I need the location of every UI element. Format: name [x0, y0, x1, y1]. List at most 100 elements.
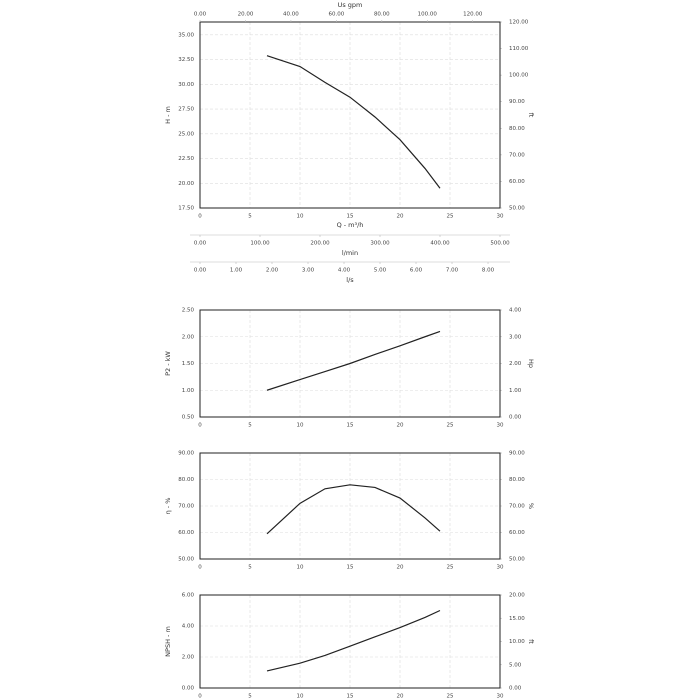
x-tick-label: 5 [248, 423, 252, 429]
x-tick-label: 30 [497, 565, 504, 571]
x-tick-label: 0 [198, 694, 202, 700]
y2-tick-label: 0.00 [509, 686, 522, 692]
extra-axis-tick-label: 500.00 [490, 241, 510, 247]
x-tick-label: 5 [248, 565, 252, 571]
y2-axis-label: ft [527, 113, 535, 118]
x-tick-label: 15 [347, 565, 354, 571]
x2-tick-label: 20.00 [238, 12, 254, 18]
x-tick-label: 15 [347, 214, 354, 220]
x-tick-label: 25 [447, 214, 454, 220]
y2-tick-label: 60.00 [509, 179, 525, 185]
x2-tick-label: 80.00 [374, 12, 390, 18]
curve [266, 484, 441, 535]
x-tick-label: 30 [497, 423, 504, 429]
y-tick-label: 35.00 [178, 32, 194, 38]
y-tick-label: 70.00 [178, 504, 194, 510]
y-tick-label: 0.00 [182, 686, 195, 692]
extra-axis-tick-label: 7.00 [446, 268, 459, 274]
y2-tick-label: 100.00 [509, 73, 529, 79]
y2-tick-label: 70.00 [509, 504, 525, 510]
curve [266, 55, 441, 189]
x2-tick-label: 40.00 [283, 12, 299, 18]
x-tick-label: 10 [297, 423, 304, 429]
y2-tick-label: 70.00 [509, 152, 525, 158]
y-tick-label: 2.50 [182, 308, 195, 314]
y-tick-label: 27.50 [178, 107, 194, 113]
extra-axis-tick-label: 4.00 [338, 268, 351, 274]
extra-axis-tick-label: 100.00 [250, 241, 270, 247]
x-tick-label: 25 [447, 423, 454, 429]
y2-tick-label: 2.00 [509, 361, 522, 367]
extra-axis-tick-label: 8.00 [482, 268, 495, 274]
x-tick-label: 20 [397, 694, 404, 700]
extra-axis-tick-label: 0.00 [194, 241, 207, 247]
y2-tick-label: 3.00 [509, 334, 522, 340]
y2-tick-label: 0.00 [509, 415, 522, 421]
extra-axis-tick-label: 3.00 [302, 268, 315, 274]
y-tick-label: 50.00 [178, 557, 194, 563]
y2-tick-label: 20.00 [509, 593, 525, 599]
y2-axis-label: % [527, 503, 535, 509]
y2-axis-label: ft [527, 639, 535, 644]
x2-tick-label: 100.00 [418, 12, 438, 18]
y-axis-label: P2 - kW [164, 351, 172, 376]
y-tick-label: 32.50 [178, 57, 194, 63]
x-axis-label: Q - m³/h [337, 221, 364, 229]
y2-tick-label: 10.00 [509, 639, 525, 645]
extra-axis-tick-label: 0.00 [194, 268, 207, 274]
extra-axis-tick-label: 1.00 [230, 268, 243, 274]
x-tick-label: 20 [397, 565, 404, 571]
y-tick-label: 20.00 [178, 181, 194, 187]
y-tick-label: 2.00 [182, 334, 195, 340]
x-tick-label: 10 [297, 565, 304, 571]
y2-tick-label: 80.00 [509, 477, 525, 483]
extra-axis-tick-label: 400.00 [430, 241, 450, 247]
x-tick-label: 25 [447, 565, 454, 571]
y-tick-label: 0.50 [182, 415, 195, 421]
y-tick-label: 25.00 [178, 131, 194, 137]
y-axis-label: NPSH - m [164, 626, 172, 657]
x2-tick-label: 0.00 [194, 12, 207, 18]
y-axis-label: H - m [164, 106, 172, 124]
plot-frame [199, 21, 501, 209]
y2-tick-label: 90.00 [509, 451, 525, 457]
extra-axis-tick-label: 5.00 [374, 268, 387, 274]
y2-tick-label: 4.00 [509, 308, 522, 314]
x2-axis-label: Us gpm [338, 1, 363, 9]
extra-axis-tick-label: 2.00 [266, 268, 279, 274]
y2-tick-label: 5.00 [509, 662, 522, 668]
extra-axis-label: l/min [342, 249, 358, 257]
x-tick-label: 25 [447, 694, 454, 700]
y2-tick-label: 50.00 [509, 557, 525, 563]
x-tick-label: 20 [397, 423, 404, 429]
extra-axis-tick-label: 200.00 [310, 241, 330, 247]
x-tick-label: 30 [497, 214, 504, 220]
x-tick-label: 15 [347, 423, 354, 429]
curve [266, 609, 441, 672]
plot-frame [199, 594, 501, 689]
y2-tick-label: 90.00 [509, 99, 525, 105]
y-tick-label: 90.00 [178, 451, 194, 457]
x-tick-label: 0 [198, 214, 202, 220]
x-tick-label: 10 [297, 214, 304, 220]
y-tick-label: 22.50 [178, 156, 194, 162]
y2-tick-label: 110.00 [509, 46, 529, 52]
x-tick-label: 30 [497, 694, 504, 700]
y-axis-label: η - % [164, 498, 172, 515]
y2-axis-label: Hp [527, 359, 535, 368]
y2-tick-label: 80.00 [509, 126, 525, 132]
y-tick-label: 2.00 [182, 655, 195, 661]
extra-axis-tick-label: 6.00 [410, 268, 423, 274]
y2-tick-label: 60.00 [509, 530, 525, 536]
y-tick-label: 4.00 [182, 624, 195, 630]
x2-tick-label: 60.00 [328, 12, 344, 18]
y2-tick-label: 50.00 [509, 206, 525, 212]
extra-axis-tick-label: 300.00 [370, 241, 390, 247]
plot-frame [199, 452, 501, 560]
y2-tick-label: 120.00 [509, 20, 529, 26]
y2-tick-label: 15.00 [509, 616, 525, 622]
x-tick-label: 0 [198, 423, 202, 429]
extra-axis-label: l/s [346, 276, 354, 284]
x2-tick-label: 120.00 [463, 12, 483, 18]
plot-frame [199, 309, 501, 418]
